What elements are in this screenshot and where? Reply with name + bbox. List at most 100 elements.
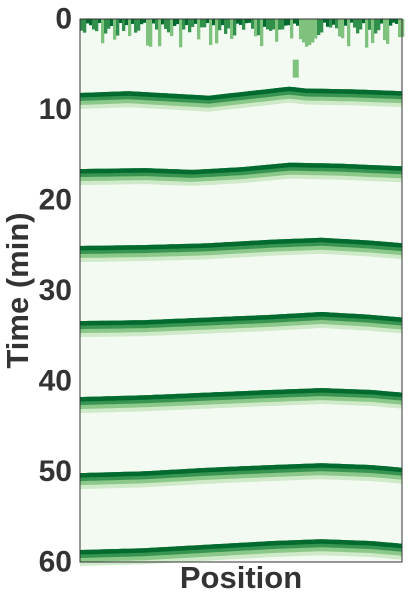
initial-wavefront-column <box>281 19 285 30</box>
x-axis-label: Position <box>180 560 302 595</box>
initial-wavefront-column <box>221 19 225 26</box>
initial-wavefront-column <box>335 19 339 29</box>
initial-wavefront-column <box>80 19 84 31</box>
initial-wavefront-column <box>326 19 330 27</box>
wavefront-band-layer <box>80 237 402 251</box>
initial-wavefront-column <box>341 19 345 39</box>
initial-wavefront-column <box>170 19 174 37</box>
initial-wavefront-column <box>107 19 111 29</box>
initial-wavefront-column <box>158 19 162 47</box>
wavefront-band-layer <box>80 312 402 326</box>
initial-wavefront-column <box>143 19 147 23</box>
initial-wavefront-column <box>125 19 129 26</box>
initial-wavefront-column <box>83 19 87 33</box>
initial-wavefront-column <box>338 19 342 37</box>
wavefront-band-layer <box>80 86 402 101</box>
initial-wavefront-column <box>173 19 177 26</box>
initial-wavefront-column <box>227 19 231 29</box>
initial-wavefront-column <box>359 19 363 30</box>
initial-wavefront-column <box>98 19 102 24</box>
wavefront-band-layer <box>80 539 402 558</box>
initial-wavefront-column <box>140 19 144 25</box>
wavefront-band <box>80 463 402 490</box>
initial-wavefront-column <box>374 19 378 34</box>
initial-wavefront-column <box>254 19 258 37</box>
wavefront-band <box>80 162 402 186</box>
initial-wavefront-column <box>146 19 150 46</box>
initial-wavefront-column <box>290 19 294 39</box>
initial-wavefront-column <box>311 19 315 43</box>
initial-wavefront-column <box>149 19 153 47</box>
initial-wavefront-column <box>269 19 273 31</box>
initial-wavefront-column <box>164 19 168 29</box>
initial-wavefront-column <box>320 19 324 33</box>
initial-wavefront-column <box>356 19 360 34</box>
initial-wavefront-column <box>293 19 297 24</box>
initial-wavefront-column <box>365 19 369 48</box>
initial-wavefront-column <box>200 19 204 28</box>
initial-wavefront-column <box>350 19 354 23</box>
y-axis-ticks: 0 10 20 30 40 50 60 <box>39 3 72 579</box>
initial-wavefront-column <box>353 19 357 28</box>
initial-wavefront-column <box>242 19 246 30</box>
wavefront-band-layer <box>80 388 402 402</box>
initial-wavefront-column <box>362 19 366 24</box>
initial-wavefront-column <box>194 19 198 24</box>
initial-wavefront-column <box>278 19 282 30</box>
wavefront-band <box>80 388 402 414</box>
initial-wavefront-column <box>305 19 309 47</box>
wavefront-band <box>80 539 402 566</box>
initial-wavefront-column <box>179 19 183 48</box>
initial-wavefront-column <box>116 19 120 36</box>
initial-wavefront-column <box>272 19 276 30</box>
wavefront-band <box>80 237 402 262</box>
wavefront-band <box>80 86 402 112</box>
initial-wavefront-column <box>332 19 336 25</box>
y-tick-label: 50 <box>39 455 72 488</box>
initial-wavefront-column <box>275 19 279 42</box>
y-tick-label: 10 <box>39 93 72 126</box>
initial-wavefront-column <box>131 19 135 24</box>
initial-wavefront-column <box>302 19 306 43</box>
initial-wavefront-column <box>89 19 93 26</box>
initial-wavefront-column <box>287 19 291 26</box>
initial-wavefront-column <box>197 19 201 40</box>
initial-wavefront-column <box>395 19 399 24</box>
initial-wavefront-column <box>344 19 348 26</box>
initial-wavefront-column <box>347 19 351 47</box>
initial-wavefront-column <box>401 19 405 37</box>
initial-wavefront-column <box>203 19 207 28</box>
initial-wavefront-column <box>128 19 132 37</box>
initial-wavefront-column <box>224 19 228 34</box>
initial-wavefront-column <box>308 19 312 46</box>
initial-wavefront-column <box>122 19 126 31</box>
initial-wavefront-column <box>206 19 210 24</box>
initial-wavefront-column <box>155 19 159 30</box>
initial-wavefront-column <box>323 19 327 23</box>
y-axis-label: Time (min) <box>0 212 35 368</box>
initial-wavefront-column <box>398 19 402 38</box>
initial-wavefront-column <box>386 19 390 44</box>
wavefront-band <box>80 312 402 338</box>
initial-wavefront-column <box>371 19 375 43</box>
wavefront-bands <box>80 19 405 566</box>
initial-wavefront-column <box>329 19 333 28</box>
initial-wavefront-column <box>296 19 300 26</box>
initial-wavefront-column <box>212 19 216 26</box>
plot-frame <box>79 18 403 563</box>
initial-wavefront-column <box>260 19 264 47</box>
initial-wavefront-column <box>113 19 117 40</box>
y-tick-label: 60 <box>39 546 72 579</box>
initial-wavefront-column <box>215 19 219 44</box>
initial-wavefront-column <box>263 19 267 27</box>
initial-wavefront-column <box>380 19 384 24</box>
y-tick-label: 20 <box>39 184 72 217</box>
initial-wavefront-column <box>377 19 381 31</box>
initial-wavefront-column <box>383 19 387 41</box>
initial-wavefront-column <box>248 19 252 23</box>
initial-wavefront-column <box>236 19 240 24</box>
initial-wavefront-column <box>266 19 270 30</box>
initial-wavefront-column <box>368 19 372 30</box>
initial-wavefront-column <box>209 19 213 46</box>
initial-wavefront-column <box>188 19 192 33</box>
